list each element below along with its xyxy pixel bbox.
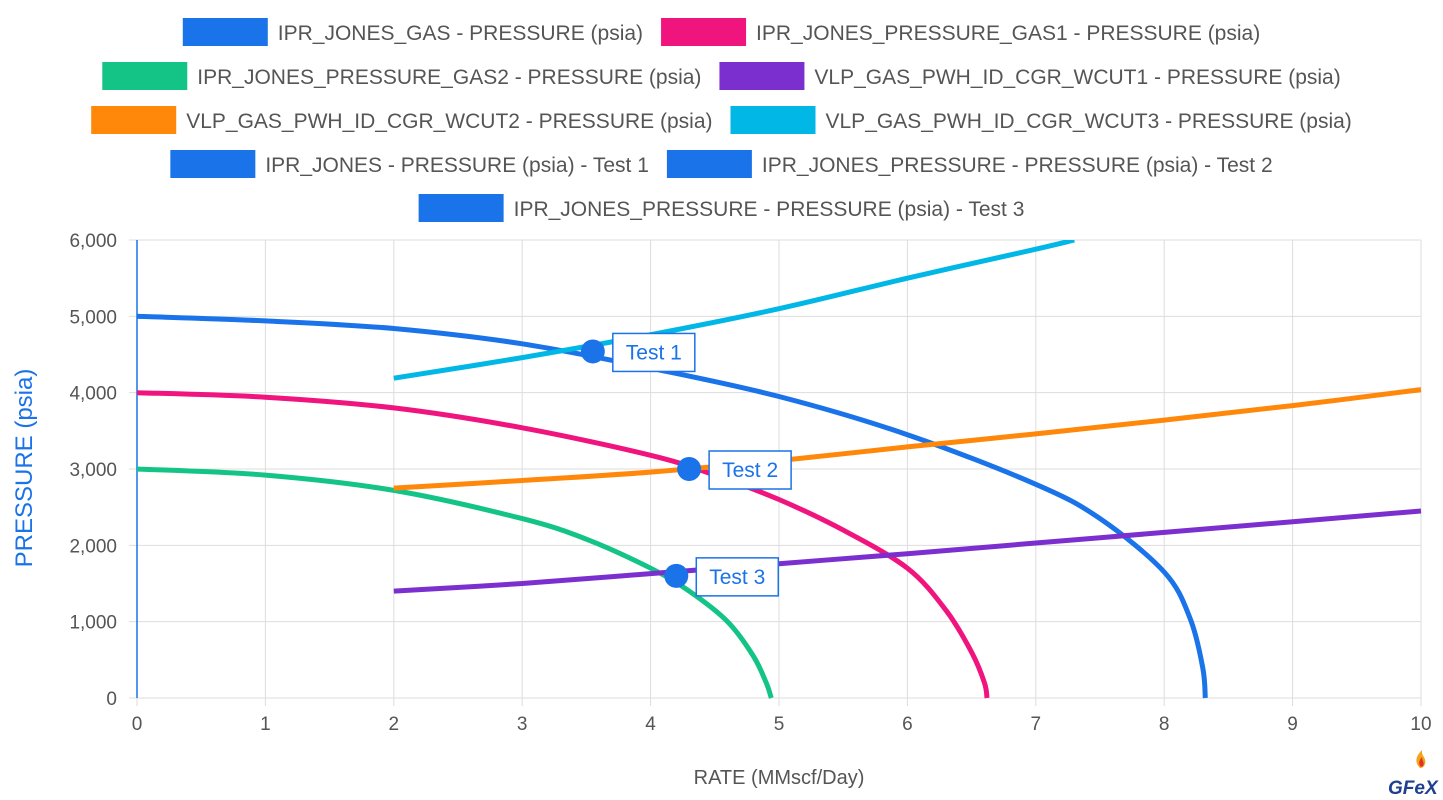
series-line-0 (136, 313, 1208, 699)
legend-label[interactable]: IPR_JONES - PRESSURE (psia) - Test 1 (265, 154, 649, 177)
x-tick-label: 10 (1410, 714, 1431, 735)
x-axis-title: RATE (MMscf/Day) (694, 767, 865, 789)
legend-label[interactable]: VLP_GAS_PWH_ID_CGR_WCUT3 - PRESSURE (psi… (826, 110, 1352, 133)
legend-label[interactable]: IPR_JONES_PRESSURE_GAS1 - PRESSURE (psia… (756, 22, 1260, 45)
test-annotation-label: Test 3 (709, 566, 765, 589)
legend-swatch[interactable] (719, 62, 805, 90)
legend-swatch[interactable] (418, 194, 504, 222)
test-annotation-label: Test 1 (626, 341, 682, 364)
legend-swatch[interactable] (91, 106, 177, 134)
y-tick-label: 2,000 (69, 536, 117, 557)
y-tick-label: 5,000 (69, 307, 117, 328)
y-tick-label: 4,000 (69, 384, 117, 405)
grid (129, 239, 1422, 706)
series-line-5 (393, 240, 1075, 381)
legend-label[interactable]: IPR_JONES_PRESSURE - PRESSURE (psia) - T… (762, 154, 1273, 177)
legend-label[interactable]: IPR_JONES_GAS - PRESSURE (psia) (278, 22, 643, 45)
legend-swatch[interactable] (730, 106, 816, 134)
x-tick-label: 8 (1159, 714, 1170, 735)
series-line-4 (393, 387, 1422, 491)
x-tick-label: 4 (645, 714, 656, 735)
x-tick-label: 1 (260, 714, 271, 735)
x-tick-label: 3 (517, 714, 528, 735)
legend-label[interactable]: IPR_JONES_PRESSURE - PRESSURE (psia) - T… (514, 198, 1025, 221)
test-point-marker-8[interactable] (664, 563, 689, 588)
test-annotation-box (612, 332, 696, 373)
logo-text: GFeX (1388, 778, 1439, 799)
gfex-logo: GFeX (1388, 750, 1439, 799)
test-annotation-label: Test 2 (722, 459, 778, 482)
test-point-marker-7[interactable] (677, 457, 702, 481)
y-tick-label: 0 (106, 689, 117, 710)
legend-label[interactable]: IPR_JONES_PRESSURE_GAS2 - PRESSURE (psia… (197, 66, 701, 89)
test-annotation-box (695, 557, 780, 597)
y-tick-label: 1,000 (69, 613, 117, 634)
legend-swatch[interactable] (661, 18, 747, 46)
legend-label[interactable]: VLP_GAS_PWH_ID_CGR_WCUT2 - PRESSURE (psi… (186, 110, 712, 133)
legend-label[interactable]: VLP_GAS_PWH_ID_CGR_WCUT1 - PRESSURE (psi… (814, 66, 1340, 89)
markers-layer: Test 1 Test 2 Test 3 (580, 332, 792, 597)
legend-swatch[interactable] (102, 62, 188, 90)
test-point-marker-6[interactable] (580, 339, 605, 364)
series-line-2 (136, 466, 774, 699)
y-axis-title: PRESSURE (psia) (11, 369, 38, 568)
legend-swatch[interactable] (182, 18, 268, 46)
series-layer (136, 240, 1422, 699)
legend-swatch[interactable] (170, 150, 256, 178)
y-tick-label: 3,000 (69, 460, 117, 481)
x-tick-label: 0 (132, 714, 143, 735)
flame-icon-inner (1419, 757, 1424, 767)
x-tick-label: 5 (774, 714, 785, 735)
test-annotation-box (708, 450, 792, 490)
x-tick-label: 7 (1031, 714, 1042, 735)
y-tick-label: 6,000 (69, 231, 117, 252)
series-line-3 (393, 508, 1422, 594)
legend-swatch[interactable] (666, 150, 752, 178)
x-tick-label: 6 (902, 714, 913, 735)
x-tick-label: 9 (1287, 714, 1298, 735)
legend: IPR_JONES_GAS - PRESSURE (psia) IPR_JONES… (91, 18, 1352, 222)
x-tick-label: 2 (389, 714, 400, 735)
